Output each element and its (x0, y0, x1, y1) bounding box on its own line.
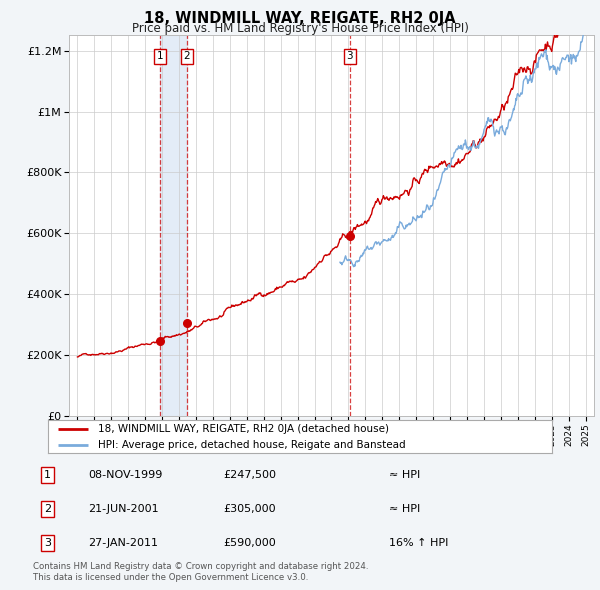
Text: 3: 3 (44, 538, 51, 548)
Text: 1: 1 (44, 470, 51, 480)
Text: 2: 2 (184, 51, 190, 61)
Text: 18, WINDMILL WAY, REIGATE, RH2 0JA: 18, WINDMILL WAY, REIGATE, RH2 0JA (144, 11, 456, 25)
Text: 27-JAN-2011: 27-JAN-2011 (88, 538, 158, 548)
Text: 2: 2 (44, 504, 51, 514)
Text: Contains HM Land Registry data © Crown copyright and database right 2024.
This d: Contains HM Land Registry data © Crown c… (33, 562, 368, 582)
Text: 16% ↑ HPI: 16% ↑ HPI (389, 538, 448, 548)
Text: ≈ HPI: ≈ HPI (389, 470, 420, 480)
Text: ≈ HPI: ≈ HPI (389, 504, 420, 514)
Text: 08-NOV-1999: 08-NOV-1999 (88, 470, 163, 480)
Text: £247,500: £247,500 (223, 470, 276, 480)
Text: HPI: Average price, detached house, Reigate and Banstead: HPI: Average price, detached house, Reig… (98, 440, 406, 450)
Text: £590,000: £590,000 (223, 538, 276, 548)
Text: £305,000: £305,000 (223, 504, 276, 514)
Text: 3: 3 (346, 51, 353, 61)
Text: Price paid vs. HM Land Registry's House Price Index (HPI): Price paid vs. HM Land Registry's House … (131, 22, 469, 35)
Text: 18, WINDMILL WAY, REIGATE, RH2 0JA (detached house): 18, WINDMILL WAY, REIGATE, RH2 0JA (deta… (98, 424, 389, 434)
Text: 21-JUN-2001: 21-JUN-2001 (88, 504, 158, 514)
Text: 1: 1 (157, 51, 163, 61)
Bar (160, 35, 187, 416)
